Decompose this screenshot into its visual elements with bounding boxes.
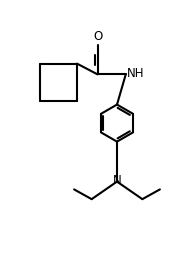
Text: O: O bbox=[93, 30, 102, 43]
Text: N: N bbox=[113, 174, 121, 187]
Text: NH: NH bbox=[127, 67, 144, 80]
